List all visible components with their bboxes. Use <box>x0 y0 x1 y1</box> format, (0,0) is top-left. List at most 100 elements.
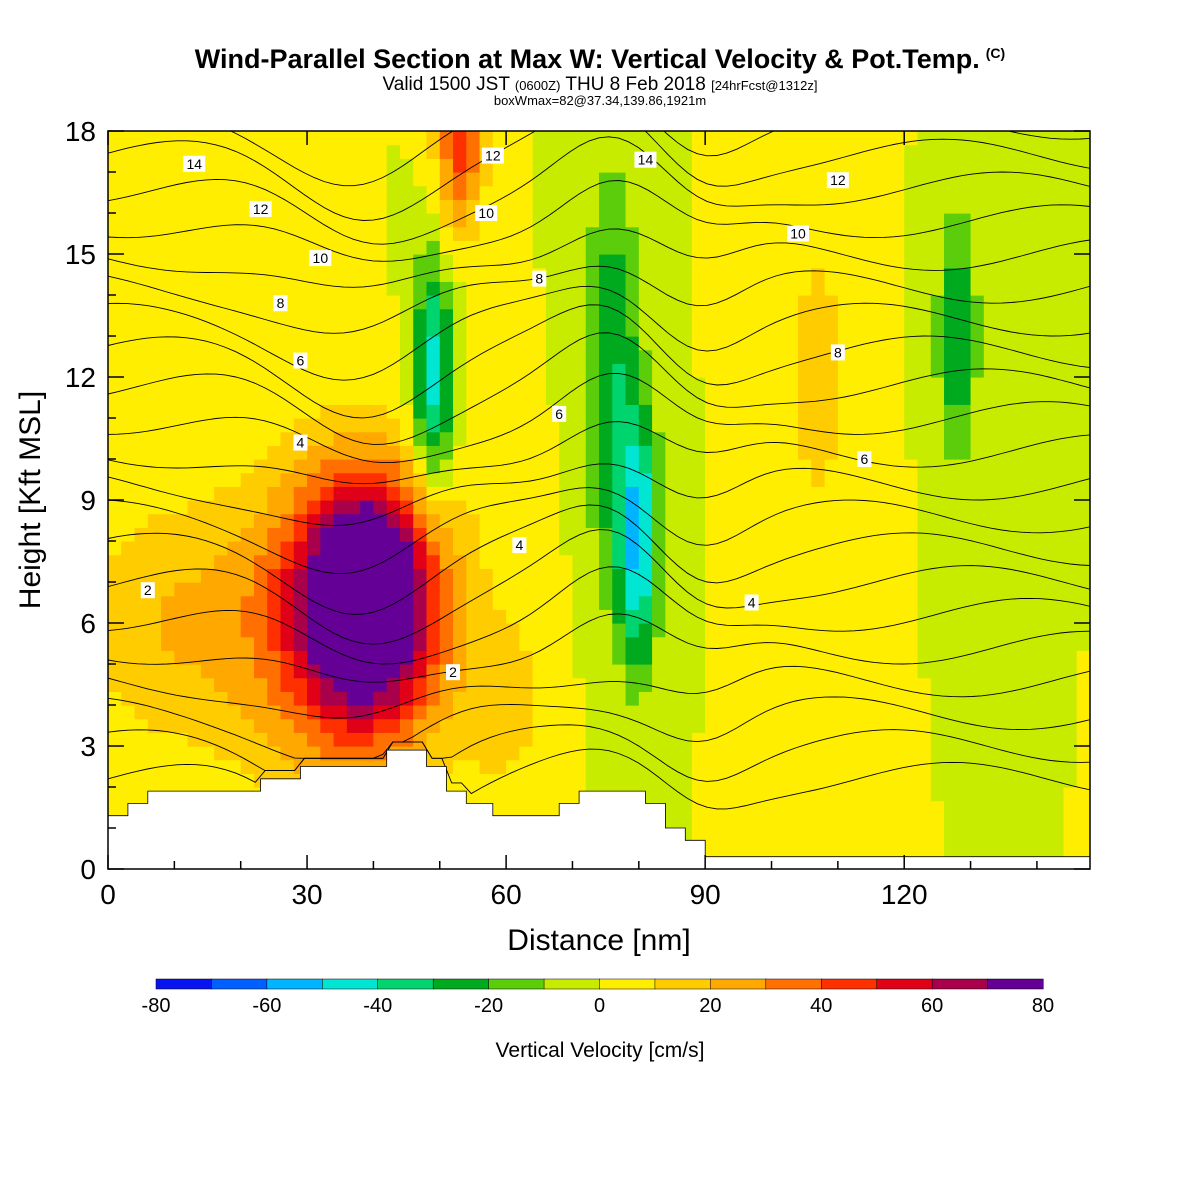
velocity-cell <box>227 541 242 556</box>
velocity-cell <box>758 349 773 364</box>
velocity-cell <box>426 336 441 351</box>
velocity-cell <box>439 281 454 296</box>
velocity-cell <box>678 500 693 515</box>
velocity-cell <box>1023 295 1038 310</box>
velocity-cell <box>466 336 481 351</box>
velocity-cell <box>811 568 826 583</box>
velocity-cell <box>1036 459 1051 474</box>
velocity-cell <box>944 185 958 200</box>
velocity-cell <box>890 322 905 337</box>
velocity-cell <box>572 404 587 419</box>
velocity-cell <box>652 554 666 569</box>
velocity-cell <box>811 650 826 665</box>
velocity-cell <box>851 322 866 337</box>
velocity-cell <box>346 664 361 679</box>
velocity-cell <box>612 500 627 515</box>
velocity-cell <box>599 691 613 706</box>
velocity-cell <box>333 595 348 610</box>
velocity-cell <box>784 759 799 774</box>
velocity-cell <box>134 513 149 528</box>
velocity-cell <box>174 541 189 556</box>
velocity-cell <box>147 226 162 241</box>
velocity-cell <box>1010 513 1025 528</box>
velocity-cell <box>744 691 759 706</box>
velocity-cell <box>837 363 852 378</box>
velocity-cell <box>1063 718 1078 733</box>
velocity-cell <box>320 554 335 569</box>
velocity-cell <box>731 431 746 446</box>
velocity-cell <box>705 363 720 378</box>
velocity-cell <box>346 431 361 446</box>
velocity-cell <box>559 390 574 405</box>
velocity-cell <box>811 609 826 624</box>
velocity-cell <box>1063 295 1078 310</box>
velocity-cell <box>944 828 958 843</box>
velocity-cell <box>864 240 879 255</box>
velocity-cell <box>559 213 574 228</box>
velocity-cell <box>200 377 215 392</box>
velocity-cell <box>439 486 454 501</box>
velocity-cell <box>373 144 388 159</box>
velocity-cell <box>572 636 587 651</box>
velocity-cell <box>466 172 481 187</box>
velocity-cell <box>904 390 919 405</box>
velocity-cell <box>957 349 972 364</box>
velocity-cell <box>917 390 932 405</box>
velocity-cell <box>1076 213 1090 228</box>
velocity-cell <box>161 377 175 392</box>
velocity-cell <box>479 787 494 802</box>
velocity-cell <box>413 500 428 515</box>
velocity-cell <box>532 295 547 310</box>
velocity-cell <box>1050 705 1065 720</box>
velocity-cell <box>1036 390 1051 405</box>
velocity-cell <box>930 431 945 446</box>
velocity-cell <box>864 541 879 556</box>
velocity-cell <box>293 199 308 214</box>
velocity-cell <box>333 664 348 679</box>
velocity-cell <box>1036 527 1051 542</box>
velocity-cell <box>851 664 866 679</box>
velocity-cell <box>545 582 560 597</box>
velocity-cell <box>466 445 481 460</box>
velocity-cell <box>1076 513 1090 528</box>
velocity-cell <box>161 677 175 692</box>
velocity-cell <box>851 746 866 761</box>
velocity-cell <box>108 199 122 214</box>
velocity-cell <box>638 281 653 296</box>
velocity-cell <box>837 800 852 815</box>
velocity-cell <box>293 650 308 665</box>
velocity-cell <box>771 172 786 187</box>
velocity-cell <box>413 322 428 337</box>
velocity-cell <box>1076 500 1090 515</box>
velocity-cell <box>108 240 122 255</box>
velocity-cell <box>930 814 945 829</box>
velocity-cell <box>187 390 202 405</box>
velocity-cell <box>890 213 905 228</box>
velocity-cell <box>784 636 799 651</box>
velocity-cell <box>134 472 149 487</box>
velocity-cell <box>957 800 972 815</box>
velocity-cell <box>479 377 494 392</box>
velocity-cell <box>333 295 348 310</box>
velocity-cell <box>506 787 520 802</box>
velocity-cell <box>214 500 229 515</box>
velocity-cell <box>930 595 945 610</box>
velocity-cell <box>798 295 812 310</box>
velocity-cell <box>837 828 852 843</box>
velocity-cell <box>360 431 375 446</box>
contour-label-text: 6 <box>297 353 305 369</box>
velocity-cell <box>147 322 162 337</box>
velocity-cell <box>1063 363 1078 378</box>
colorbar-bin <box>543 978 601 990</box>
theta-line <box>108 131 1090 221</box>
velocity-cell <box>758 185 773 200</box>
velocity-cell <box>784 213 799 228</box>
velocity-cell <box>691 226 706 241</box>
velocity-cell <box>930 800 945 815</box>
velocity-cell <box>333 199 348 214</box>
velocity-cell <box>997 582 1011 597</box>
velocity-cell <box>519 691 534 706</box>
velocity-cell <box>798 828 812 843</box>
velocity-cell <box>798 527 812 542</box>
velocity-cell <box>386 595 401 610</box>
